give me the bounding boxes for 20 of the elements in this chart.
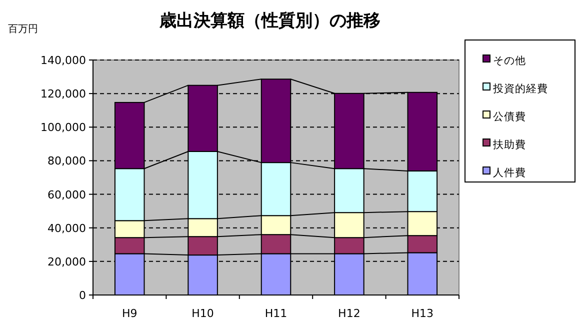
chart-title: 歳出決算額（性質別）の推移 [158,11,380,31]
legend-label: 投資的経費 [492,82,548,95]
y-tick-label: 0 [79,289,86,302]
y-axis-title: 百万円 [8,24,38,35]
x-tick-label: H9 [122,307,138,320]
x-tick-label: H12 [338,307,360,320]
x-tick-label: H10 [192,307,214,320]
y-tick-label: 100,000 [40,121,86,134]
x-tick-label: H13 [411,307,434,320]
y-tick-label: 40,000 [48,222,86,235]
legend-label: 人件費 [493,166,526,179]
x-tick-label: H11 [264,307,288,320]
legend-label: 扶助費 [492,138,526,151]
y-tick-label: 140,000 [40,54,86,67]
y-tick-label: 60,000 [48,188,86,202]
y-tick-label: 20,000 [48,255,86,268]
y-tick-label: 120,000 [40,88,86,101]
legend-label: 公債費 [493,110,526,123]
y-tick-label: 80,000 [48,154,86,168]
legend-label: その他 [493,55,526,67]
